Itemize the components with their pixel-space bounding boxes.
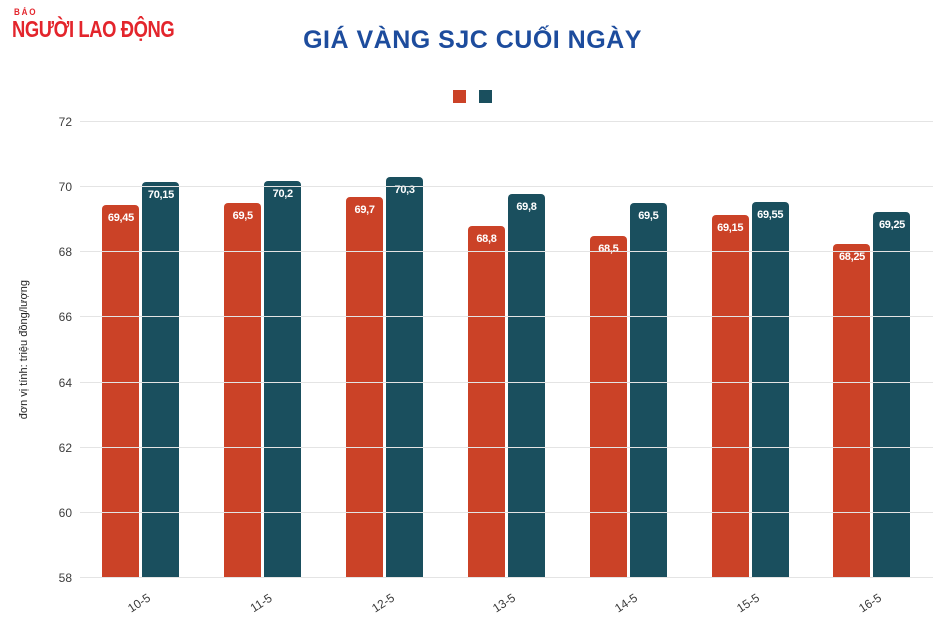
logo-top-text: BÁO: [14, 7, 38, 17]
bar-value-label: 70,3: [394, 184, 416, 197]
bar-series-1-15-5: 69,15: [711, 214, 749, 578]
x-tick-label-10-5: 10-5: [125, 590, 153, 616]
bar-series-1-16-5: 68,25: [833, 244, 871, 578]
bar-series-1-13-5: 68,8: [467, 226, 505, 578]
bar-group-13-5: 68,8 69,8 13-5: [467, 122, 545, 615]
chart-legend: [0, 90, 945, 103]
x-tick-label-12-5: 12-5: [368, 590, 397, 616]
logo-main-text: NGƯỜI LAO ĐỘNG: [12, 16, 175, 42]
bar-value-label: 69,15: [717, 221, 744, 234]
y-tick-label-64: 64: [58, 375, 72, 390]
bar-groups: 69,45 70,15 10-5 69,5 70,2 11-5 69,7 70,3 12-5 68…: [80, 122, 933, 615]
bar-value-label: 69,45: [107, 212, 134, 225]
bar-series-2-11-5: 70,2: [264, 180, 302, 578]
gridline-y-60: [80, 511, 933, 513]
x-tick-label-14-5: 14-5: [612, 590, 641, 616]
newspaper-logo: BÁO NGƯỜI LAO ĐỘNG: [12, 8, 215, 41]
bar-value-label: 68,8: [476, 233, 497, 246]
bar-value-label: 68,5: [598, 243, 619, 255]
bar-series-2-16-5: 69,25: [873, 211, 911, 578]
bar-value-label: 69,8: [516, 200, 537, 213]
bar-value-label: 70,2: [272, 187, 294, 200]
y-axis-title: đơn vị tính: triệu đồng/lượng: [18, 280, 30, 420]
bar-series-2-14-5: 69,5: [629, 203, 667, 578]
bar-value-label: 70,15: [147, 189, 174, 202]
bar-group-11-5: 69,5 70,2 11-5: [224, 122, 302, 615]
bar-value-label: 69,55: [757, 208, 784, 221]
bar-series-2-13-5: 69,8: [507, 193, 545, 578]
bar-group-12-5: 69,7 70,3 12-5: [346, 122, 424, 615]
gridline-y-68: [80, 251, 933, 253]
y-tick-label-68: 68: [58, 245, 72, 260]
legend-swatch-series-2: [479, 90, 492, 103]
bar-group-14-5: 68,5 69,5 14-5: [589, 122, 667, 615]
bar-value-label: 69,7: [354, 203, 376, 216]
bar-value-label: 69,25: [878, 218, 905, 231]
bar-series-2-12-5: 70,3: [386, 177, 424, 578]
y-tick-label-62: 62: [58, 440, 72, 455]
gridline-y-66: [80, 316, 933, 318]
bar-group-16-5: 68,25 69,25 16-5: [833, 122, 911, 615]
legend-swatch-series-1: [453, 90, 466, 103]
gridline-y-64: [80, 381, 933, 383]
x-tick-label-16-5: 16-5: [856, 590, 884, 616]
y-tick-label-70: 70: [58, 180, 72, 195]
bar-group-15-5: 69,15 69,55 15-5: [711, 122, 789, 615]
gridline-y-72: [80, 121, 933, 122]
plot-area: 69,45 70,15 10-5 69,5 70,2 11-5 69,7 70,3 12-5 68…: [59, 115, 933, 615]
bar-series-2-10-5: 70,15: [142, 182, 180, 578]
chart-title: GIÁ VÀNG SJC CUỐI NGÀY: [303, 26, 642, 54]
x-tick-label-11-5: 11-5: [247, 590, 275, 616]
bar-series-1-10-5: 69,45: [102, 205, 140, 578]
gridline-y-58: [80, 577, 933, 578]
y-tick-label-58: 58: [58, 571, 72, 585]
bar-series-1-12-5: 69,7: [346, 196, 384, 578]
bar-series-1-11-5: 69,5: [224, 203, 262, 578]
bar-value-label: 69,5: [232, 210, 254, 223]
y-tick-label-72: 72: [58, 115, 72, 129]
y-tick-label-60: 60: [58, 505, 72, 520]
y-tick-label-66: 66: [58, 310, 72, 325]
bar-series-2-15-5: 69,55: [751, 201, 789, 578]
x-tick-label-15-5: 15-5: [734, 590, 763, 616]
bar-value-label: 69,5: [638, 210, 659, 223]
bar-value-label: 68,25: [838, 251, 865, 264]
gridline-y-62: [80, 446, 933, 448]
x-tick-label-13-5: 13-5: [490, 590, 519, 616]
bar-series-1-14-5: 68,5: [589, 236, 627, 578]
gridline-y-70: [80, 186, 933, 188]
bar-group-10-5: 69,45 70,15 10-5: [102, 122, 180, 615]
